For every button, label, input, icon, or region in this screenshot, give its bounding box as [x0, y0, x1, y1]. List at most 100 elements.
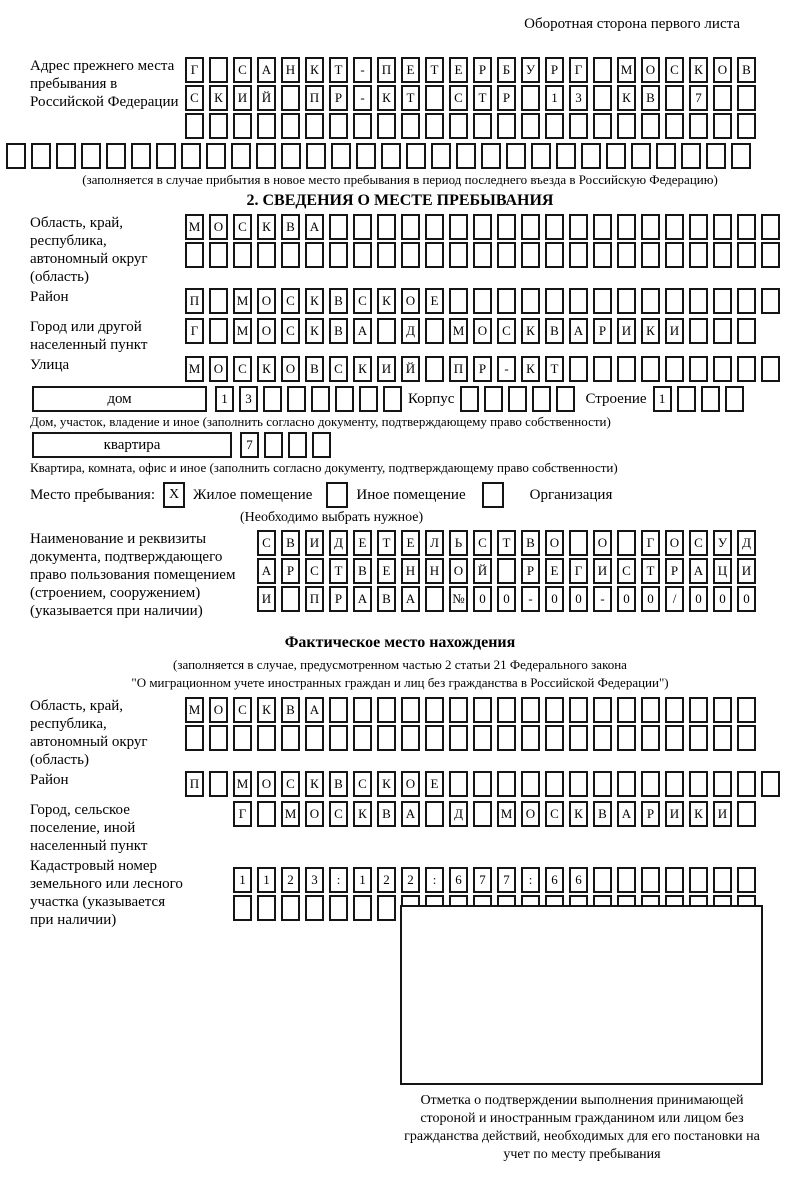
form-cell[interactable]	[185, 113, 204, 139]
form-cell[interactable]: И	[713, 801, 732, 827]
form-cell[interactable]: Ц	[713, 558, 732, 584]
form-cell[interactable]: И	[593, 558, 612, 584]
form-cell[interactable]: 0	[545, 586, 564, 612]
form-cell[interactable]: А	[305, 697, 324, 723]
form-cell[interactable]	[484, 386, 504, 412]
form-cell[interactable]: 0	[617, 586, 636, 612]
form-cell[interactable]	[737, 801, 756, 827]
form-cell[interactable]	[737, 356, 756, 382]
form-cell[interactable]	[460, 386, 480, 412]
form-cell[interactable]: Р	[545, 57, 564, 83]
form-cell[interactable]	[569, 214, 588, 240]
form-cell[interactable]: Д	[449, 801, 468, 827]
form-cell[interactable]	[713, 288, 732, 314]
form-cell[interactable]	[305, 895, 324, 921]
form-cell[interactable]	[425, 214, 444, 240]
form-cell[interactable]: С	[233, 356, 252, 382]
form-cell[interactable]	[353, 895, 372, 921]
form-cell[interactable]	[497, 558, 516, 584]
form-cell[interactable]: М	[233, 288, 252, 314]
form-cell[interactable]	[713, 85, 732, 111]
form-cell[interactable]: :	[329, 867, 348, 893]
form-cell[interactable]	[761, 288, 780, 314]
form-cell[interactable]	[377, 214, 396, 240]
form-cell[interactable]	[713, 356, 732, 382]
form-cell[interactable]: Е	[425, 771, 444, 797]
form-cell[interactable]: С	[329, 801, 348, 827]
form-cell[interactable]: Б	[497, 57, 516, 83]
form-cell[interactable]	[665, 288, 684, 314]
form-cell[interactable]	[425, 85, 444, 111]
form-cell[interactable]: С	[281, 288, 300, 314]
form-cell[interactable]	[641, 214, 660, 240]
form-cell[interactable]: А	[257, 57, 276, 83]
form-cell[interactable]	[689, 288, 708, 314]
form-cell[interactable]: К	[641, 318, 660, 344]
form-cell[interactable]: И	[665, 318, 684, 344]
form-cell[interactable]: Т	[377, 530, 396, 556]
form-cell[interactable]	[287, 386, 306, 412]
form-cell[interactable]: С	[353, 288, 372, 314]
form-cell[interactable]: Г	[641, 530, 660, 556]
form-cell[interactable]: К	[353, 356, 372, 382]
form-cell[interactable]	[545, 242, 564, 268]
form-cell[interactable]	[329, 113, 348, 139]
form-cell[interactable]	[641, 725, 660, 751]
form-cell[interactable]	[593, 57, 612, 83]
form-cell[interactable]: О	[257, 771, 276, 797]
form-cell[interactable]	[281, 586, 300, 612]
form-cell[interactable]	[456, 143, 476, 169]
form-cell[interactable]: -	[593, 586, 612, 612]
form-cell[interactable]	[359, 386, 378, 412]
form-cell[interactable]: Т	[497, 530, 516, 556]
form-cell[interactable]: О	[305, 801, 324, 827]
form-cell[interactable]: Г	[569, 57, 588, 83]
form-cell[interactable]	[209, 242, 228, 268]
form-cell[interactable]	[281, 895, 300, 921]
form-cell[interactable]: П	[377, 57, 396, 83]
form-cell[interactable]: А	[353, 318, 372, 344]
form-cell[interactable]: Р	[329, 85, 348, 111]
form-cell[interactable]	[377, 318, 396, 344]
form-cell[interactable]: В	[737, 57, 756, 83]
form-cell[interactable]	[311, 386, 330, 412]
form-cell[interactable]: С	[545, 801, 564, 827]
form-cell[interactable]	[593, 113, 612, 139]
form-cell[interactable]	[593, 242, 612, 268]
form-cell[interactable]	[689, 771, 708, 797]
form-cell[interactable]	[713, 697, 732, 723]
form-cell[interactable]	[761, 214, 780, 240]
form-cell[interactable]: А	[257, 558, 276, 584]
form-cell[interactable]	[581, 143, 601, 169]
form-cell[interactable]: П	[449, 356, 468, 382]
form-cell[interactable]	[233, 242, 252, 268]
form-cell[interactable]	[617, 697, 636, 723]
form-cell[interactable]	[521, 725, 540, 751]
form-cell[interactable]: К	[353, 801, 372, 827]
form-cell[interactable]: К	[257, 356, 276, 382]
form-cell[interactable]	[569, 356, 588, 382]
form-cell[interactable]: М	[185, 697, 204, 723]
form-cell[interactable]: В	[305, 356, 324, 382]
form-cell[interactable]: Г	[569, 558, 588, 584]
form-cell[interactable]	[532, 386, 552, 412]
form-cell[interactable]	[521, 214, 540, 240]
form-cell[interactable]: -	[521, 586, 540, 612]
form-cell[interactable]: А	[305, 214, 324, 240]
form-cell[interactable]	[641, 242, 660, 268]
form-cell[interactable]	[206, 143, 226, 169]
form-cell[interactable]: О	[449, 558, 468, 584]
form-cell[interactable]	[737, 867, 756, 893]
form-cell[interactable]	[700, 386, 720, 412]
form-cell[interactable]: 2	[281, 867, 300, 893]
form-cell[interactable]: К	[377, 288, 396, 314]
form-cell[interactable]: К	[377, 85, 396, 111]
form-cell[interactable]: В	[593, 801, 612, 827]
form-cell[interactable]	[425, 801, 444, 827]
form-cell[interactable]	[377, 725, 396, 751]
form-cell[interactable]	[617, 725, 636, 751]
form-cell[interactable]	[761, 242, 780, 268]
form-cell[interactable]	[631, 143, 651, 169]
form-cell[interactable]	[737, 697, 756, 723]
form-cell[interactable]	[713, 242, 732, 268]
